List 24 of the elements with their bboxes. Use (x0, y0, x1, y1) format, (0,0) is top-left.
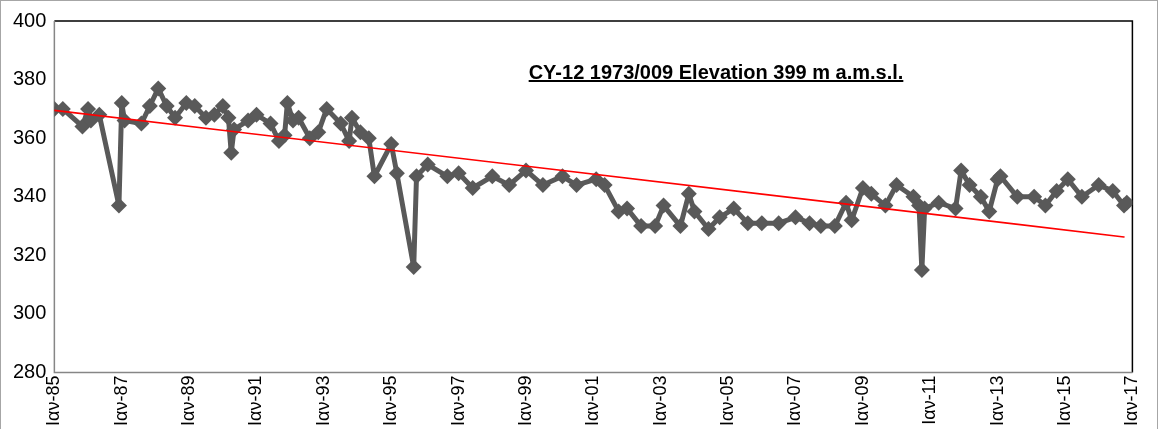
x-tick-label: Ιαν-01 (582, 375, 603, 427)
x-tick-label: Ιαν-93 (312, 375, 333, 427)
y-tick-label: 320 (12, 242, 47, 265)
x-tick-label: Ιαν-13 (986, 375, 1007, 427)
x-tick-label: Ιαν-97 (447, 375, 468, 427)
text: CY-12 1973/009 Elevation 399 m a.m.s.l. (528, 61, 904, 84)
x-tick-label: Ιαν-17 (1121, 375, 1142, 427)
y-tick-label: 280 (12, 360, 47, 383)
y-tick-label: 340 (12, 184, 47, 207)
x-tick-label: Ιαν-89 (178, 375, 199, 427)
x-tick-label: Ιαν-15 (1053, 375, 1074, 427)
x-tick-label: Ιαν-99 (514, 375, 535, 427)
x-tick-label: Ιαν-87 (110, 375, 131, 427)
x-tick-label: Ιαν-95 (380, 375, 401, 427)
y-tick-label: 380 (12, 67, 47, 90)
x-tick-label: Ιαν-09 (851, 375, 872, 427)
x-tick-label: Ιαν-05 (717, 375, 738, 427)
y-tick-label: 300 (12, 301, 47, 324)
y-tick-label: 400 (12, 8, 47, 31)
x-tick-label: Ιαν-91 (245, 375, 266, 427)
x-tick-label: Ιαν-03 (649, 375, 670, 427)
y-tick-label: 360 (12, 125, 47, 148)
x-tick-label: Ιαν-07 (784, 375, 805, 427)
x-tick-label: Ιαν-11 (919, 375, 940, 425)
